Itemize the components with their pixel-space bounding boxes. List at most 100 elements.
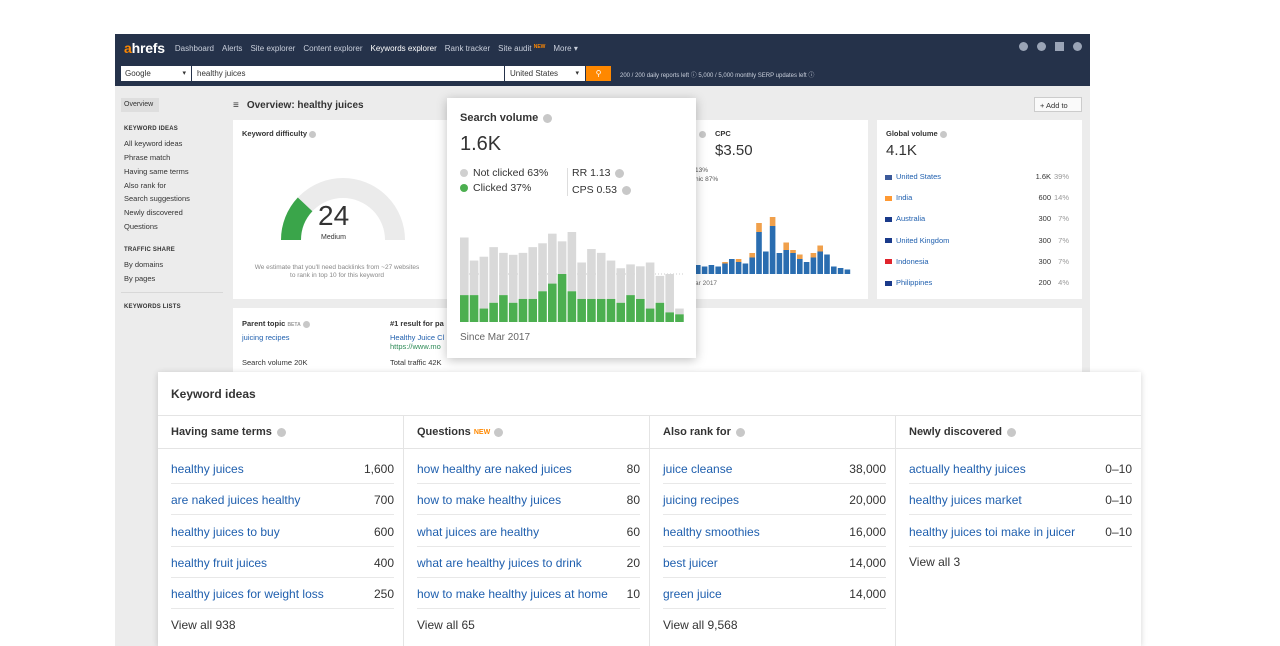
keyword-link[interactable]: how to make healthy juices xyxy=(417,493,562,508)
keyword-link[interactable]: actually healthy juices xyxy=(909,462,1026,476)
nav-rank-tracker[interactable]: Rank tracker xyxy=(444,43,491,53)
parent-topic-link[interactable]: juicing recipes xyxy=(242,333,290,342)
keyword-link[interactable]: best juicer xyxy=(663,555,718,570)
country-name[interactable]: United States xyxy=(896,172,942,181)
nav-keywords-explorer[interactable]: Keywords explorer xyxy=(370,43,437,53)
keyword-link[interactable]: juicing recipes xyxy=(663,493,740,508)
sidebar-overview[interactable]: Overview xyxy=(121,98,159,112)
search-engine-select[interactable]: Google ▾ xyxy=(121,66,191,81)
keyword-link[interactable]: green juice xyxy=(663,587,722,602)
bar-clicked xyxy=(665,312,674,322)
nav-site-audit[interactable]: Site audit NEW xyxy=(498,44,545,53)
search-bar: Google ▾ United States ▾ ⚲ 200 / 200 daily… xyxy=(115,62,1090,86)
help-icon[interactable] xyxy=(1019,42,1028,51)
nav-more[interactable]: More ▾ xyxy=(553,43,578,53)
cpc-bar-paid xyxy=(797,254,803,259)
keyword-link[interactable]: what juices are healthy xyxy=(417,524,540,539)
keyword-link[interactable]: are naked juices healthy xyxy=(171,493,301,508)
keyword-link[interactable]: what are healthy juices to drink xyxy=(417,555,582,570)
sidebar-item-all-keyword-ideas[interactable]: All keyword ideas xyxy=(124,139,183,148)
view-all-link[interactable]: View all 9,568 xyxy=(663,618,738,632)
keyword-link[interactable]: how to make healthy juices at home xyxy=(417,587,608,602)
keyword-link[interactable]: healthy smoothies xyxy=(663,524,760,539)
help-icon[interactable] xyxy=(735,427,745,437)
country-row[interactable]: India 600 14% xyxy=(885,193,1069,207)
help-icon[interactable] xyxy=(621,185,631,195)
view-all-link[interactable]: View all 938 xyxy=(171,618,236,632)
column-heading-text: Also rank for xyxy=(663,426,734,438)
keyword-link[interactable]: healthy juices market xyxy=(909,493,1022,508)
cpc-bar-organic xyxy=(783,250,789,274)
keyword-row: healthy juices 1,600 xyxy=(171,453,394,484)
keyword-volume: 60 xyxy=(626,524,640,539)
keyword-volume: 1,600 xyxy=(363,462,394,476)
sidebar-item-phrase-match[interactable]: Phrase match xyxy=(124,153,171,162)
help-icon[interactable] xyxy=(1007,427,1016,437)
country-name[interactable]: Indonesia xyxy=(896,256,929,266)
help-icon[interactable] xyxy=(543,113,553,123)
keyword-link[interactable]: healthy juices toi make in juicer xyxy=(909,524,1076,539)
ahrefs-logo[interactable]: ahrefs xyxy=(124,40,165,56)
country-name[interactable]: United Kingdom xyxy=(896,235,950,245)
view-all-link[interactable]: View all 65 xyxy=(417,618,475,632)
search-button[interactable]: ⚲ xyxy=(586,66,611,81)
keyword-row: actually healthy juices 0–10 xyxy=(909,453,1132,484)
bar-clicked xyxy=(636,298,645,322)
keyword-link[interactable]: healthy fruit juices xyxy=(171,555,268,570)
keyword-row: best juicer 14,000 xyxy=(663,547,886,578)
bar-not-clicked xyxy=(499,252,508,296)
sidebar-item-having-same-terms[interactable]: Having same terms xyxy=(124,167,189,176)
nav-site-explorer[interactable]: Site explorer xyxy=(250,43,296,53)
country-name[interactable]: India xyxy=(896,193,913,203)
cpc-bar-organic xyxy=(797,259,803,274)
keyword-link[interactable]: juice cleanse xyxy=(663,462,733,476)
help-icon[interactable] xyxy=(309,130,317,138)
help-icon[interactable] xyxy=(699,131,706,138)
sidebar-heading-keyword-ideas: KEYWORD IDEAS xyxy=(124,126,178,132)
help-icon[interactable] xyxy=(494,427,504,437)
country-row[interactable]: United Kingdom 300 7% xyxy=(885,236,1069,250)
view-all-link[interactable]: View all 3 xyxy=(909,555,961,569)
sidebar-item-also-rank-for[interactable]: Also rank for xyxy=(124,181,167,190)
first-result-url[interactable]: https://www.mo xyxy=(390,342,441,351)
country-row[interactable]: United States 1.6K 39% xyxy=(885,172,1069,186)
keyword-link[interactable]: healthy juices for weight loss xyxy=(171,587,324,602)
sidebar-item-search-suggestions[interactable]: Search suggestions xyxy=(124,194,190,203)
add-to-button[interactable]: + Add to xyxy=(1034,97,1082,112)
menu-icon[interactable]: ≡ xyxy=(233,100,239,111)
keyword-row: healthy juices market 0–10 xyxy=(909,484,1132,516)
keyword-input[interactable] xyxy=(192,66,504,81)
screen-icon[interactable] xyxy=(1055,42,1064,51)
country-select[interactable]: United States ▾ xyxy=(505,66,585,81)
nav-dashboard[interactable]: Dashboard xyxy=(174,43,214,53)
sidebar-item-newly-discovered[interactable]: Newly discovered xyxy=(124,208,183,217)
sidebar-item-by-pages[interactable]: By pages xyxy=(124,274,156,283)
notification-bell-icon[interactable] xyxy=(1037,42,1046,51)
keyword-link[interactable]: healthy juices xyxy=(171,462,244,476)
help-icon[interactable] xyxy=(302,320,310,328)
flag-icon xyxy=(885,238,892,244)
cpc-bar-paid xyxy=(783,242,789,250)
column-heading-text: Questions xyxy=(417,426,474,438)
country-name[interactable]: Philippines xyxy=(896,278,933,287)
bar-clicked xyxy=(587,298,596,322)
country-name[interactable]: Australia xyxy=(896,214,926,224)
sidebar-item-by-domains[interactable]: By domains xyxy=(124,260,164,269)
keyword-volume: 10 xyxy=(626,587,640,602)
bar-clicked xyxy=(675,314,684,322)
nav-content-explorer[interactable]: Content explorer xyxy=(303,43,363,53)
keyword-link[interactable]: healthy juices to buy xyxy=(171,524,280,539)
country-row[interactable]: Philippines 200 4% xyxy=(885,278,1069,292)
keyword-link[interactable]: how healthy are naked juices xyxy=(417,462,572,476)
sidebar-item-questions[interactable]: Questions xyxy=(124,222,158,231)
nav-alerts[interactable]: Alerts xyxy=(221,43,243,53)
first-result-link[interactable]: Healthy Juice Cl xyxy=(390,333,445,342)
help-icon[interactable] xyxy=(276,427,286,437)
keyword-row: how healthy are naked juices 80 xyxy=(417,453,640,484)
country-row[interactable]: Australia 300 7% xyxy=(885,214,1069,228)
help-icon[interactable] xyxy=(615,168,625,178)
bar-clicked xyxy=(577,298,586,322)
country-row[interactable]: Indonesia 300 7% xyxy=(885,257,1069,271)
help-icon[interactable] xyxy=(939,130,947,138)
user-icon[interactable] xyxy=(1073,42,1082,51)
